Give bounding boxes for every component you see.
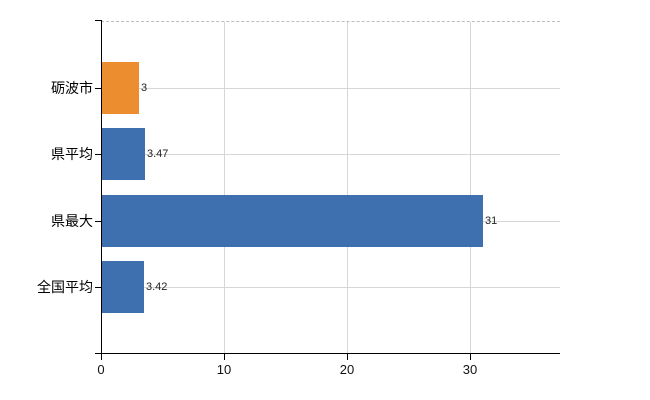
- bar: [102, 195, 483, 247]
- bar: [102, 261, 144, 313]
- bar-value-label: 31: [485, 215, 498, 227]
- x-tick-label: 20: [339, 362, 355, 377]
- x-tick-label: 10: [216, 362, 232, 377]
- category-label: 県平均: [51, 146, 93, 162]
- plot-top-border: [101, 21, 560, 22]
- bar: [102, 128, 145, 180]
- bar: [102, 62, 139, 114]
- y-tick-mark: [95, 154, 101, 155]
- y-tick-mark: [95, 88, 101, 89]
- x-tick-label: 30: [462, 362, 478, 377]
- y-axis-end-tick: [95, 20, 101, 21]
- row-gridline: [101, 154, 560, 155]
- vertical-gridline: [470, 22, 471, 353]
- row-gridline: [101, 287, 560, 288]
- y-axis-line: [101, 20, 102, 353]
- x-tick-mark: [224, 354, 225, 360]
- vertical-gridline: [224, 22, 225, 353]
- y-tick-mark: [95, 221, 101, 222]
- bar-value-label: 3: [141, 82, 148, 94]
- y-tick-mark: [95, 287, 101, 288]
- x-tick-mark: [470, 354, 471, 360]
- row-gridline: [101, 88, 560, 89]
- bar-value-label: 3.42: [146, 281, 168, 293]
- x-tick-mark: [347, 354, 348, 360]
- x-axis-line: [95, 353, 560, 354]
- bar-value-label: 3.47: [147, 148, 169, 160]
- x-tick-mark: [101, 354, 102, 360]
- category-label: 砺波市: [51, 80, 93, 96]
- category-label: 県最大: [51, 213, 93, 229]
- category-label: 全国平均: [37, 279, 93, 295]
- vertical-gridline: [347, 22, 348, 353]
- x-tick-label: 0: [97, 362, 105, 377]
